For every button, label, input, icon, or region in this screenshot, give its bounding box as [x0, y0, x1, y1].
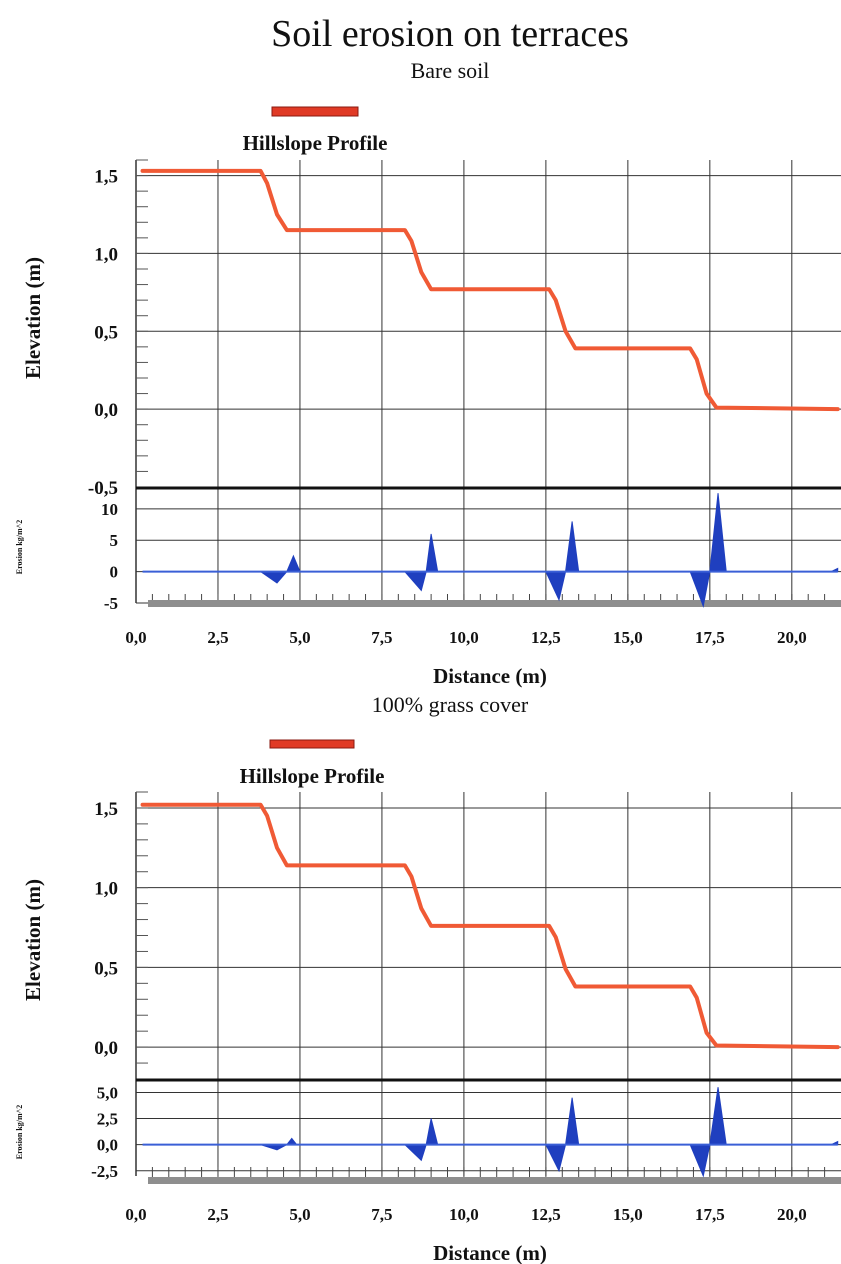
erosion-tick-label: 5,0	[97, 1083, 118, 1102]
x-tick-label: 12,5	[531, 628, 561, 647]
y-tick-label: 0,5	[94, 322, 118, 343]
profile-line	[140, 802, 840, 1050]
y-tick-label: 0,5	[94, 958, 118, 979]
y-tick-label: 1,5	[94, 799, 118, 820]
x-tick-label: 10,0	[449, 628, 479, 647]
x-tick-label: 17,5	[695, 628, 725, 647]
y-tick-label: 0,0	[94, 1038, 118, 1059]
profile-title: Hillslope Profile	[240, 764, 385, 788]
y-tick-label: 1,5	[94, 167, 118, 188]
x-tick-label: 2,5	[207, 1205, 228, 1224]
erosion-tick-label: -5	[104, 594, 118, 613]
erosion-tick-label: 2,5	[97, 1110, 118, 1129]
x-tick-label: 17,5	[695, 1205, 725, 1224]
legend-swatch	[269, 739, 355, 749]
y-tick-label: 1,0	[94, 244, 118, 265]
x-axis-label: Distance (m)	[433, 1241, 547, 1264]
x-tick-label: 12,5	[531, 1205, 561, 1224]
baseline-band	[148, 600, 841, 607]
y-tick-label: -0,5	[88, 478, 118, 499]
erosion-tick-label: 5	[110, 531, 119, 550]
chart-1: Hillslope Profile Elevation (m) Erosion …	[15, 106, 841, 688]
x-tick-label: 0,0	[125, 628, 146, 647]
x-tick-label: 10,0	[449, 1205, 479, 1224]
x-tick-label: 7,5	[371, 1205, 392, 1224]
subtitle-bare-soil: Bare soil	[410, 58, 490, 83]
legend-swatch	[271, 106, 359, 117]
profile-line	[140, 168, 840, 412]
y-axis-label: Elevation (m)	[21, 257, 45, 379]
subtitle-grass-cover: 100% grass cover	[371, 692, 529, 717]
baseline-band	[148, 1177, 841, 1184]
x-tick-label: 15,0	[613, 628, 643, 647]
x-tick-label: 5,0	[289, 628, 310, 647]
x-tick-label: 20,0	[777, 1205, 807, 1224]
erosion-area	[142, 1087, 839, 1178]
y-tick-label: 1,0	[94, 879, 118, 900]
x-tick-label: 2,5	[207, 628, 228, 647]
x-axis-label: Distance (m)	[433, 664, 547, 688]
erosion-tick-label: 0,0	[97, 1136, 118, 1155]
x-tick-label: 5,0	[289, 1205, 310, 1224]
figure-title: Soil erosion on terraces	[271, 13, 629, 55]
x-tick-label: 0,0	[125, 1205, 146, 1224]
erosion-tick-label: 0	[110, 563, 119, 582]
y-axis-label: Elevation (m)	[21, 879, 45, 1001]
x-tick-label: 15,0	[613, 1205, 643, 1224]
profile-title: Hillslope Profile	[243, 131, 388, 155]
x-tick-label: 7,5	[371, 628, 392, 647]
erosion-tick-label: 10	[101, 500, 118, 519]
erosion-axis-label: Erosion kg/m^2	[15, 1105, 24, 1160]
erosion-tick-label: -2,5	[91, 1162, 118, 1181]
x-tick-label: 20,0	[777, 628, 807, 647]
y-tick-label: 0,0	[94, 400, 118, 421]
erosion-axis-label: Erosion kg/m^2	[15, 520, 24, 575]
